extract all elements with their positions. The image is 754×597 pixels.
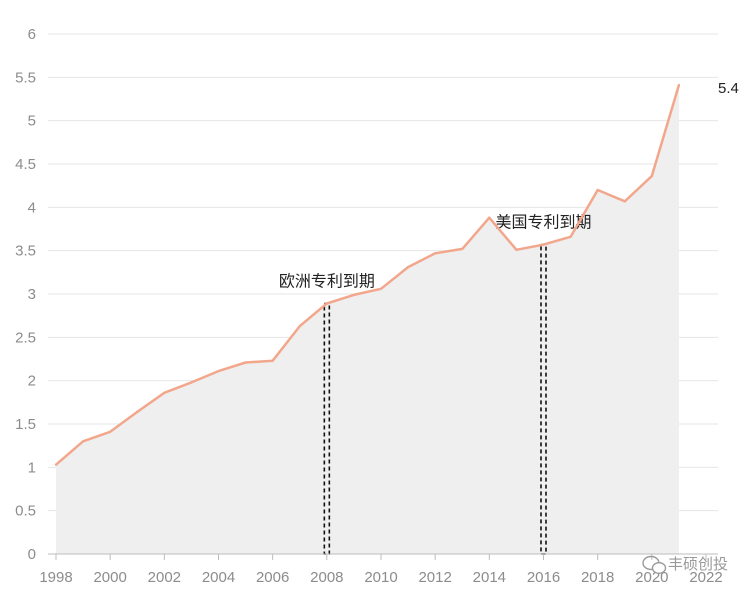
data-point	[542, 243, 545, 246]
x-tick-label: 2008	[310, 569, 343, 586]
y-tick-label: 1.5	[15, 416, 36, 433]
annotation-label: 美国专利到期	[495, 213, 591, 232]
data-point	[108, 430, 112, 433]
y-tick-label: 2	[28, 373, 36, 390]
y-tick-label: 1	[28, 459, 36, 476]
data-point	[433, 252, 437, 255]
data-point	[379, 287, 383, 290]
x-tick-label: 2012	[418, 569, 451, 586]
data-point	[271, 359, 274, 362]
y-tick-label: 5.5	[15, 69, 36, 86]
y-tick-label: 3	[28, 286, 36, 303]
x-tick-label: 2000	[93, 569, 126, 586]
x-tick-label: 2022	[689, 569, 722, 586]
y-tick-label: 0	[28, 546, 36, 563]
data-point	[488, 216, 491, 219]
y-tick-label: 6	[28, 26, 36, 43]
y-tick-label: 0.5	[15, 503, 36, 520]
data-point	[217, 369, 220, 373]
x-tick-label: 2006	[256, 569, 289, 586]
x-tick-label: 2004	[202, 569, 235, 586]
data-point	[54, 463, 58, 466]
data-point	[325, 302, 329, 305]
watermark: 丰硕创投	[642, 555, 728, 575]
data-point	[461, 247, 464, 251]
end-value-label: 5.4	[718, 80, 739, 97]
y-tick-label: 2.5	[15, 329, 36, 346]
annotation-label: 欧洲专利到期	[279, 272, 375, 291]
data-point	[163, 391, 166, 394]
y-tick-label: 4.5	[15, 156, 36, 173]
y-tick-label: 3.5	[15, 243, 36, 260]
series-area-fill	[56, 85, 679, 554]
data-point	[623, 200, 626, 203]
data-point	[136, 410, 139, 414]
watermark-text: 丰硕创投	[668, 555, 728, 573]
data-point	[352, 293, 356, 297]
wechat-icon	[642, 555, 667, 575]
data-point	[190, 381, 193, 384]
data-points	[54, 83, 681, 466]
data-point	[677, 83, 681, 87]
y-tick-label: 5	[28, 113, 36, 130]
x-tick-label: 1998	[39, 569, 72, 586]
y-tick-label: 4	[28, 199, 36, 216]
data-point	[650, 174, 654, 178]
data-point	[596, 188, 599, 192]
x-tick-label: 2002	[148, 569, 181, 586]
data-point	[406, 265, 410, 269]
x-tick-label: 2016	[527, 569, 560, 586]
data-point	[569, 235, 572, 238]
data-point	[298, 324, 301, 328]
data-point	[515, 248, 518, 251]
x-tick-label: 2010	[364, 569, 397, 586]
data-point	[81, 440, 85, 443]
series-line	[55, 84, 681, 466]
x-tick-label: 2014	[473, 569, 506, 586]
data-point	[244, 361, 247, 364]
x-tick-label: 2018	[581, 569, 614, 586]
